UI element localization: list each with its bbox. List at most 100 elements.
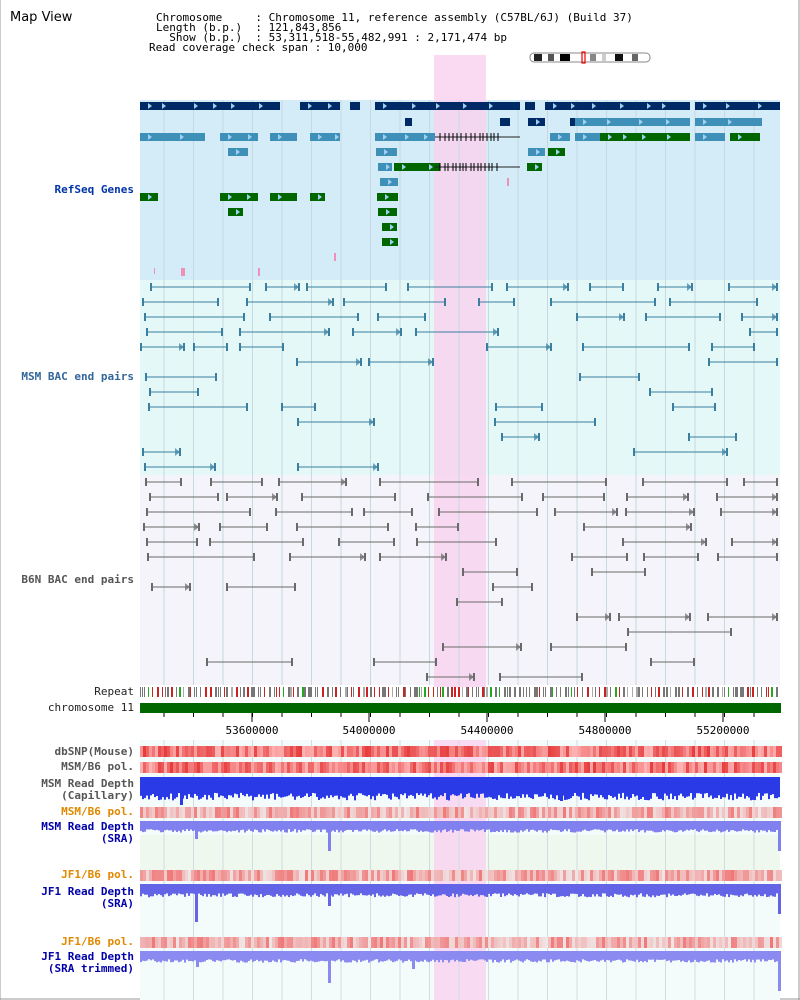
depth-bar (532, 951, 534, 962)
strand-arrow (556, 149, 560, 155)
depth-bar (226, 951, 228, 960)
heat-cell (383, 807, 386, 818)
heat-cell (155, 807, 158, 818)
track-label-msm-bac[interactable]: MSM BAC end pairs (21, 370, 134, 383)
depth-bar (494, 777, 496, 799)
heat-cell (626, 807, 629, 818)
heat-cell (485, 762, 488, 773)
depth-bar (774, 884, 776, 897)
refseq-gene-exon (375, 102, 520, 110)
heat-cell (242, 762, 245, 773)
heat-cell (575, 870, 578, 881)
depth-spike (778, 821, 781, 851)
heat-cell (320, 870, 323, 881)
depth-bar (654, 777, 656, 794)
coverage-span-info: Read coverage check span : 10,000 (149, 41, 368, 54)
track-label-b6n-bac[interactable]: B6N BAC end pairs (21, 573, 134, 586)
heat-cell (251, 762, 254, 773)
msm-bac-pair-arrow (356, 358, 361, 366)
depth-bar (304, 777, 306, 796)
refseq-marker (154, 268, 155, 274)
heat-cell (314, 807, 317, 818)
depth-bar (178, 821, 180, 831)
repeat-element (190, 687, 191, 697)
heat-cell (536, 762, 539, 773)
depth-bar (708, 777, 710, 798)
depth-bar (236, 951, 238, 963)
depth-bar (156, 821, 158, 830)
depth-bar (468, 951, 470, 961)
depth-bar (440, 884, 442, 896)
heat-cell (413, 762, 416, 773)
heat-cell (194, 807, 197, 818)
heat-cell (551, 870, 554, 881)
depth-bar (222, 777, 224, 796)
depth-bar (520, 951, 522, 962)
depth-bar (550, 884, 552, 895)
depth-bar (388, 821, 390, 831)
depth-bar (732, 777, 734, 801)
heat-cell (590, 807, 593, 818)
heat-cell (179, 807, 182, 818)
depth-bar (298, 821, 300, 830)
strand-arrow (278, 134, 282, 140)
heat-cell (704, 937, 707, 948)
heat-cell (443, 870, 446, 881)
depth-bar (542, 777, 544, 797)
depth-bar (506, 777, 508, 794)
depth-bar (774, 777, 776, 799)
heat-cell (389, 937, 392, 948)
depth-bar (646, 777, 648, 801)
strand-arrow (386, 164, 390, 170)
heat-cell (740, 937, 743, 948)
strand-arrow (623, 134, 627, 140)
heat-cell (251, 870, 254, 881)
heat-cell (605, 762, 608, 773)
depth-bar (310, 777, 312, 796)
depth-bar (740, 821, 742, 832)
heat-cell (332, 937, 335, 948)
heat-cell (422, 870, 425, 881)
depth-bar (746, 951, 748, 962)
depth-bar (628, 884, 630, 898)
heat-cell (608, 937, 611, 948)
b6n-bac-pair-end (531, 583, 533, 591)
heat-cell (503, 870, 506, 881)
heat-cell (419, 746, 422, 757)
heat-cell (632, 870, 635, 881)
heat-cell (746, 870, 749, 881)
heat-cell (650, 762, 653, 773)
depth-bar (354, 777, 356, 801)
heat-cell (665, 937, 668, 948)
depth-bar (296, 884, 298, 894)
depth-bar (144, 884, 146, 895)
heat-cell (482, 937, 485, 948)
heat-cell (581, 762, 584, 773)
b6n-bac-pair-end (521, 493, 523, 501)
depth-bar (716, 777, 718, 799)
depth-bar (168, 951, 170, 960)
depth-bar (760, 951, 762, 962)
track-label-refseq[interactable]: RefSeq Genes (54, 183, 134, 196)
repeat-element (382, 687, 384, 697)
heat-cell (404, 807, 407, 818)
heat-cell (575, 807, 578, 818)
depth-bar (460, 777, 462, 794)
b6n-bac-pair-end (302, 538, 304, 546)
msm-bac-pair-end (550, 298, 552, 306)
depth-bar (592, 951, 594, 961)
heat-cell (524, 807, 527, 818)
msm-bac-pair-end (377, 313, 379, 321)
repeat-element (565, 687, 567, 697)
repeat-element (543, 687, 544, 697)
heat-cell (473, 762, 476, 773)
depth-bar (258, 821, 260, 833)
b6n-bac-pair-end (720, 508, 722, 516)
heat-cell (599, 937, 602, 948)
depth-bar (666, 884, 668, 898)
depth-bar (266, 821, 268, 830)
depth-bar (362, 884, 364, 896)
heat-cell (269, 870, 272, 881)
heat-cell (731, 937, 734, 948)
